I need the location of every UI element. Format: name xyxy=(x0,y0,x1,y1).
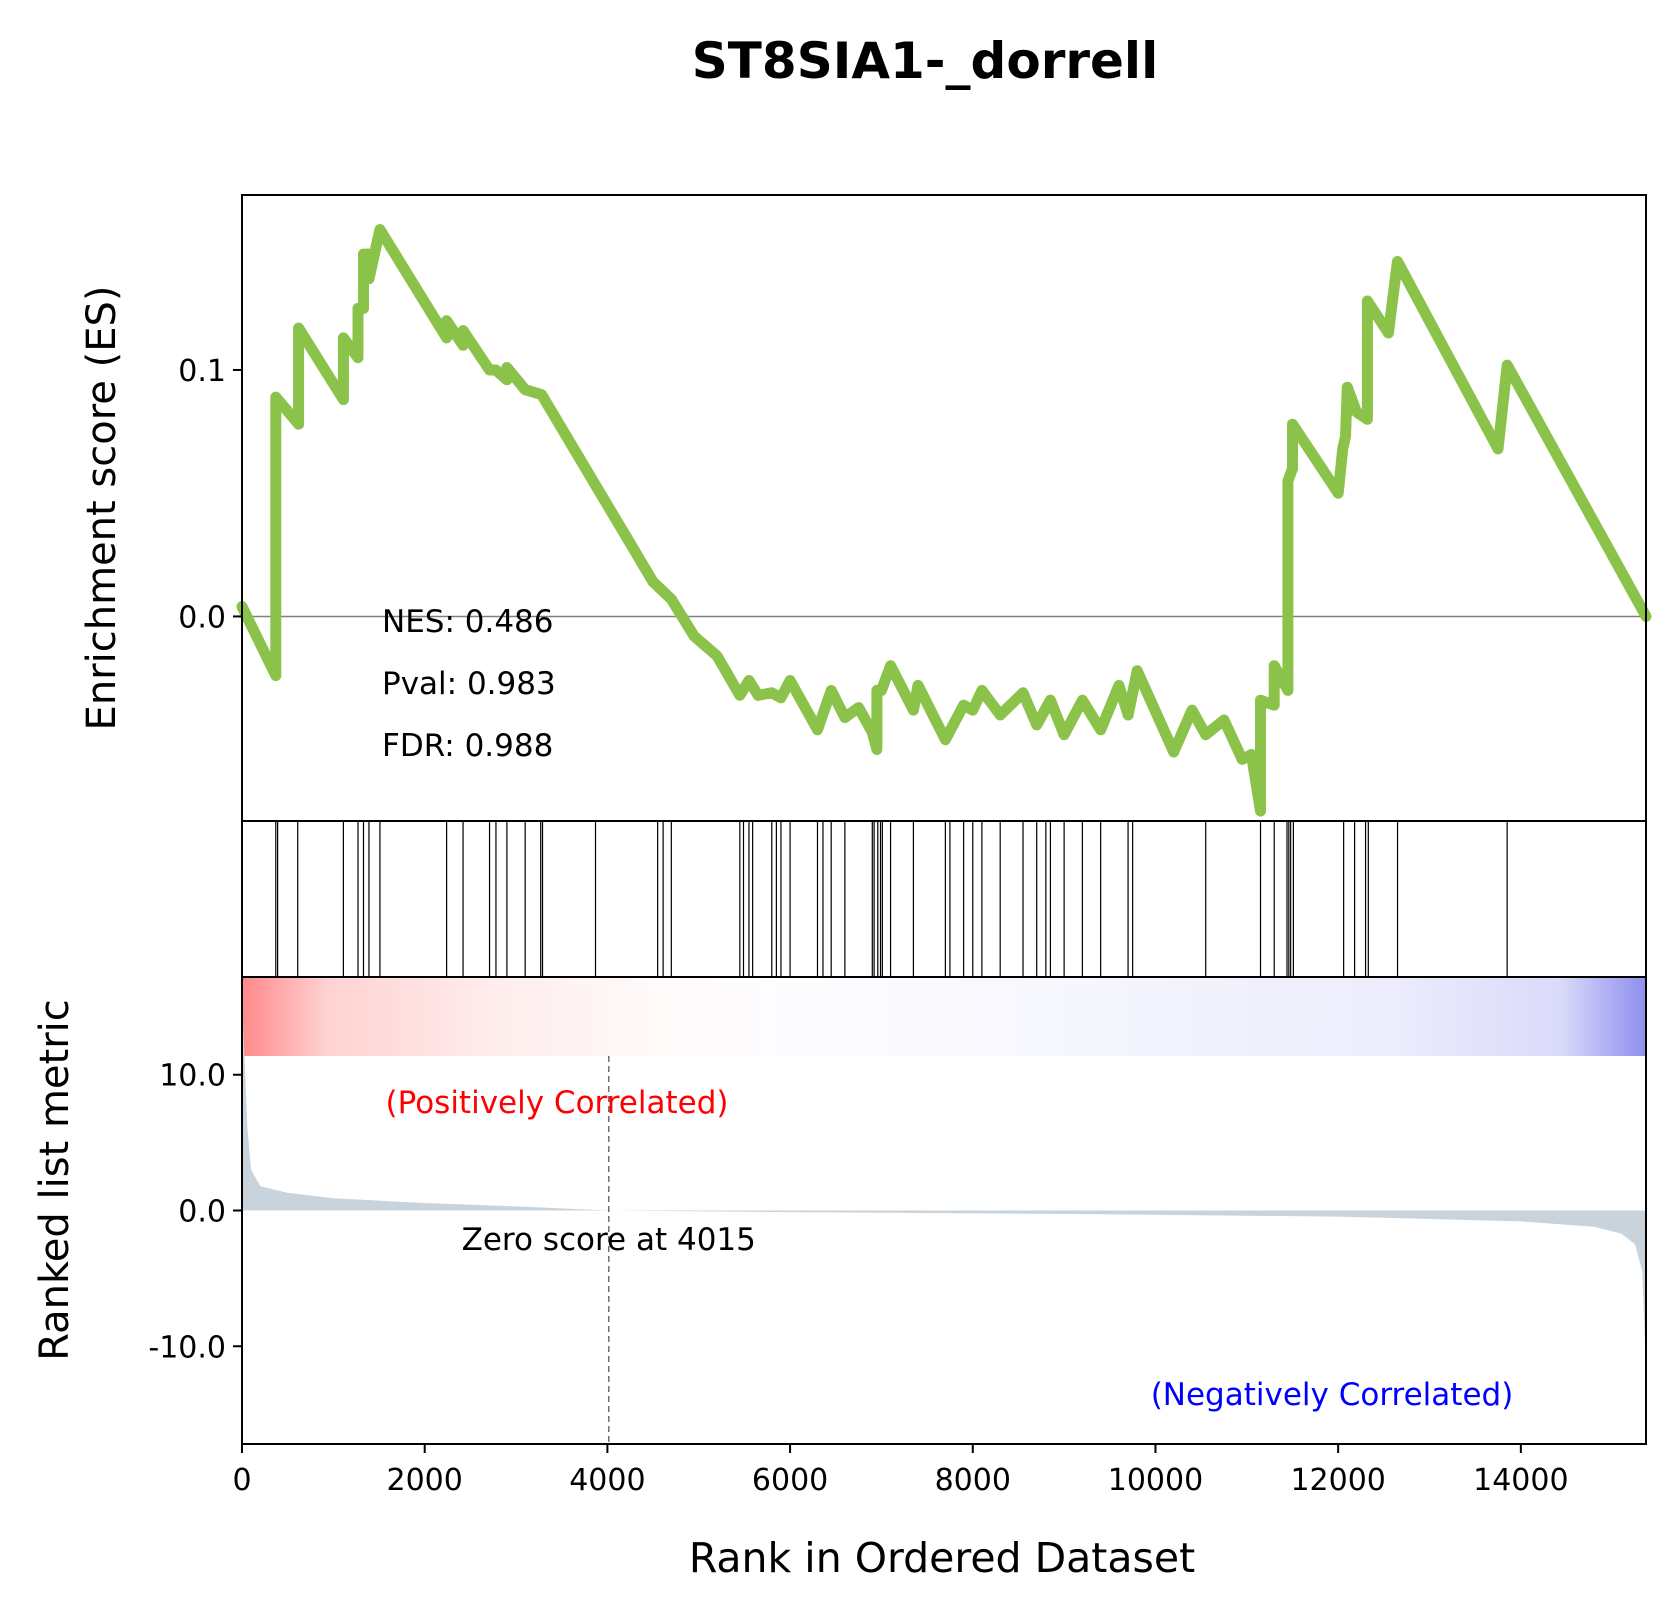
x-tick-label: 4000 xyxy=(569,1463,645,1498)
x-tick-label: 0 xyxy=(232,1463,251,1498)
x-tick-label: 8000 xyxy=(935,1463,1011,1498)
hits-panel xyxy=(241,820,1647,978)
metric-y-ticks: 10.0 0.0 -10.0 xyxy=(148,1059,242,1365)
es-y-axis-label: Enrichment score (ES) xyxy=(79,286,125,731)
rank-color-bar xyxy=(243,978,1645,1056)
metric-y-tick-label: 10.0 xyxy=(159,1059,226,1094)
pval-stat: Pval: 0.983 xyxy=(382,666,556,702)
negatively-correlated-label: (Negatively Correlated) xyxy=(1151,1377,1514,1413)
x-axis-ticks: 0 2000 4000 6000 8000 10000 12000 14000 xyxy=(232,1444,1569,1498)
zero-score-label: Zero score at 4015 xyxy=(462,1222,756,1258)
x-tick-label: 12000 xyxy=(1290,1463,1385,1498)
nes-stat: NES: 0.486 xyxy=(382,604,554,640)
es-panel: 0.1 0.0 NES: 0.486 Pval: 0.983 FDR: 0.988… xyxy=(79,194,1652,822)
x-tick-label: 6000 xyxy=(752,1463,828,1498)
positively-correlated-label: (Positively Correlated) xyxy=(386,1085,729,1121)
x-tick-label: 10000 xyxy=(1108,1463,1203,1498)
es-y-tick-label: 0.1 xyxy=(178,354,226,389)
es-y-tick-label: 0.0 xyxy=(178,600,226,635)
hits-panel-frame xyxy=(241,820,1647,978)
metric-panel-frame xyxy=(241,976,1647,1445)
x-axis-label: Rank in Ordered Dataset xyxy=(689,1534,1195,1582)
metric-y-tick-label: 0.0 xyxy=(178,1195,226,1230)
chart-title: ST8SIA1-_dorrell xyxy=(692,32,1158,90)
ranked-metric-area xyxy=(242,993,1646,1442)
x-tick-label: 2000 xyxy=(387,1463,463,1498)
es-y-ticks: 0.1 0.0 xyxy=(178,354,242,635)
running-es-line xyxy=(236,224,1652,817)
metric-y-tick-label: -10.0 xyxy=(148,1330,226,1365)
fdr-stat: FDR: 0.988 xyxy=(382,728,553,764)
metric-y-axis-label: Ranked list metric xyxy=(32,999,78,1361)
x-tick-label: 14000 xyxy=(1473,1463,1568,1498)
metric-panel: Zero score at 4015 (Positively Correlate… xyxy=(32,976,1647,1445)
